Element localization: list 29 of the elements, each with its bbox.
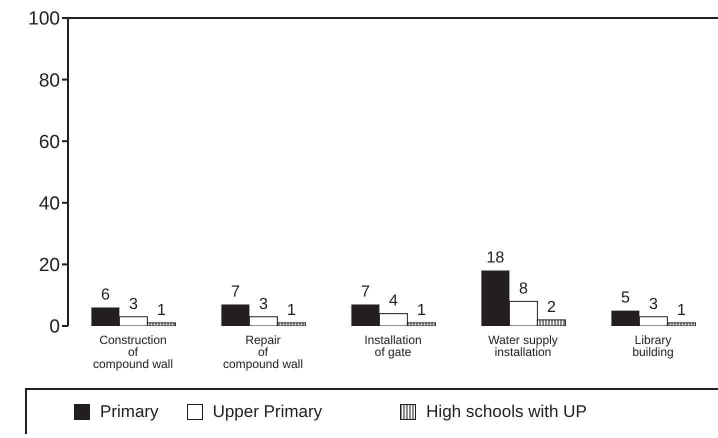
- y-tick-label: 0: [49, 316, 60, 338]
- x-tick-label: Water supply installation: [488, 333, 558, 359]
- data-label: 1: [676, 302, 686, 319]
- data-label: 18: [486, 250, 504, 267]
- legend-label: High schools with UP: [426, 402, 587, 422]
- y-tick-label: 60: [38, 132, 60, 153]
- data-label: 8: [518, 280, 528, 298]
- data-label: 3: [128, 296, 138, 313]
- legend-label: Upper Primary: [212, 402, 322, 422]
- data-label: 3: [258, 296, 268, 313]
- y-tick-label: 20: [38, 255, 60, 276]
- data-label: 1: [156, 302, 166, 319]
- data-label: 7: [360, 283, 370, 300]
- y-tick-label: 40: [38, 194, 60, 215]
- data-label: 5: [620, 290, 630, 307]
- y-tick-label: 100: [28, 8, 60, 30]
- data-label: 3: [648, 296, 658, 313]
- x-tick-label: Repair of compound wall: [222, 333, 304, 371]
- legend-label: Primary: [100, 402, 159, 422]
- data-label: 6: [100, 286, 110, 304]
- x-tick-label: Library building: [632, 333, 674, 359]
- data-label: 1: [416, 302, 426, 319]
- data-label: 1: [286, 302, 296, 319]
- data-label: 2: [546, 298, 556, 316]
- x-tick-label: Construction of compound wall: [92, 333, 174, 371]
- y-tick-label: 80: [38, 70, 60, 92]
- x-tick-label: Installation of gate: [364, 333, 422, 359]
- data-label: 7: [230, 283, 240, 300]
- data-label: 4: [388, 292, 398, 310]
